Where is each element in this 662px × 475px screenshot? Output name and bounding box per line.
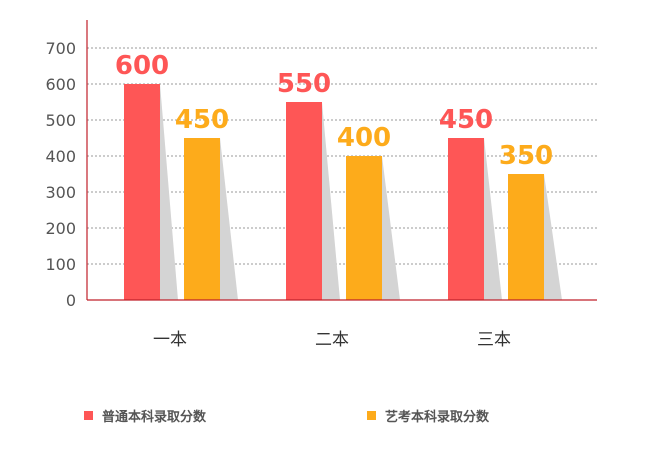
x-tick-label: 三本 (477, 330, 511, 350)
data-label: 450 (439, 105, 493, 135)
data-label: 450 (175, 105, 229, 135)
bar-shadow (322, 102, 340, 300)
bar (184, 138, 220, 300)
y-axis-tick-labels: 0 100 200 300 400 500 600 700 (45, 39, 76, 310)
bar-shadow (382, 156, 400, 300)
y-tick-label: 600 (45, 75, 76, 94)
y-tick-label: 100 (45, 255, 76, 274)
x-axis-tick-labels: 一本 二本 三本 (153, 330, 511, 350)
bar (124, 84, 160, 300)
bar-shadow (544, 174, 562, 300)
data-label: 600 (115, 51, 169, 81)
bars (124, 84, 562, 300)
x-tick-label: 二本 (315, 330, 349, 350)
data-label: 400 (337, 123, 391, 153)
legend-label-art: 艺考本科录取分数 (385, 410, 490, 425)
data-label: 550 (277, 69, 331, 99)
legend-item-art: 艺考本科录取分数 (367, 406, 489, 425)
bar (508, 174, 544, 300)
bar-shadow (484, 138, 502, 300)
x-tick-label: 一本 (153, 330, 187, 350)
bar (448, 138, 484, 300)
y-tick-label: 0 (66, 291, 76, 310)
y-tick-label: 200 (45, 219, 76, 238)
y-tick-label: 700 (45, 39, 76, 58)
y-tick-label: 500 (45, 111, 76, 130)
data-label: 350 (499, 141, 553, 171)
bar-shadow (160, 84, 178, 300)
legend-item-regular: 普通本科录取分数 (84, 406, 206, 425)
bar-shadow (220, 138, 238, 300)
bar (346, 156, 382, 300)
y-tick-label: 300 (45, 183, 76, 202)
y-tick-label: 400 (45, 147, 76, 166)
legend-label-regular: 普通本科录取分数 (102, 410, 207, 425)
legend-swatch-regular (84, 411, 93, 420)
legend-swatch-art (367, 411, 376, 420)
axes (86, 20, 597, 301)
bar (286, 102, 322, 300)
